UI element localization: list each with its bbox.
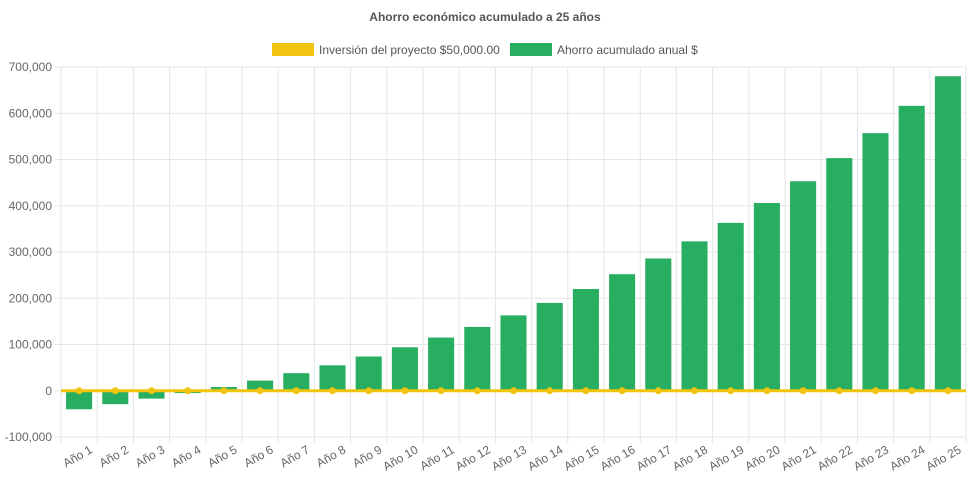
bar-25[interactable] bbox=[934, 76, 961, 391]
legend-label-investment: Inversión del proyecto $50,000.00 bbox=[319, 43, 500, 57]
y-tick-label: 500,000 bbox=[9, 153, 53, 167]
bar-9[interactable] bbox=[355, 356, 382, 391]
bar-3[interactable] bbox=[138, 390, 165, 399]
x-tick-label: Año 18 bbox=[670, 442, 710, 473]
x-tick-label: Año 17 bbox=[634, 442, 674, 473]
legend-swatch-savings bbox=[510, 43, 552, 56]
investment-point-3[interactable] bbox=[148, 387, 155, 395]
x-tick-label: Año 25 bbox=[924, 442, 964, 473]
investment-point-17[interactable] bbox=[654, 387, 662, 395]
bar-22[interactable] bbox=[826, 158, 853, 391]
bar-13[interactable] bbox=[500, 315, 527, 391]
investment-point-15[interactable] bbox=[582, 387, 590, 395]
x-tick-label: Año 19 bbox=[706, 442, 746, 473]
x-tick-label: Año 8 bbox=[314, 442, 348, 470]
x-tick-label: Año 12 bbox=[453, 442, 493, 473]
x-tick-label: Año 3 bbox=[133, 442, 167, 470]
investment-point-16[interactable] bbox=[618, 387, 626, 395]
x-tick-label: Año 6 bbox=[242, 442, 276, 470]
x-axis: Año 1 Año 2 Año 3 Año 4 Año 5 Año 6 Año 7 Año 8… bbox=[61, 442, 964, 473]
x-tick-label: Año 15 bbox=[562, 442, 602, 473]
investment-point-22[interactable] bbox=[835, 387, 843, 395]
x-tick-label: Año 4 bbox=[169, 442, 203, 470]
bar-20[interactable] bbox=[753, 202, 780, 391]
bar-19[interactable] bbox=[717, 222, 744, 391]
x-tick-label: Año 21 bbox=[779, 442, 819, 473]
legend-item-investment[interactable]: Inversión del proyecto $50,000.00 bbox=[272, 43, 500, 57]
investment-point-14[interactable] bbox=[546, 387, 554, 395]
y-tick-label: -100,000 bbox=[5, 430, 53, 444]
x-tick-label: Año 10 bbox=[381, 442, 421, 473]
bar-14[interactable] bbox=[536, 302, 563, 391]
bar-23[interactable] bbox=[862, 133, 889, 391]
x-tick-label: Año 11 bbox=[418, 442, 457, 473]
bar-21[interactable] bbox=[790, 181, 817, 391]
y-tick-label: 600,000 bbox=[9, 106, 53, 120]
investment-point-13[interactable] bbox=[510, 387, 517, 395]
bar-24[interactable] bbox=[898, 105, 925, 391]
y-tick-label: 300,000 bbox=[9, 245, 53, 259]
x-tick-label: Año 20 bbox=[743, 442, 783, 473]
y-tick-label: 400,000 bbox=[9, 199, 53, 213]
x-tick-label: Año 2 bbox=[97, 442, 131, 470]
investment-point-9[interactable] bbox=[365, 387, 373, 395]
y-tick-label: 0 bbox=[45, 384, 52, 398]
legend-item-savings[interactable]: Ahorro acumulado anual $ bbox=[510, 43, 698, 57]
x-tick-label: Año 24 bbox=[887, 442, 927, 473]
investment-point-23[interactable] bbox=[872, 387, 879, 395]
y-tick-label: 200,000 bbox=[9, 291, 53, 305]
bar-18[interactable] bbox=[681, 241, 708, 391]
x-tick-label: Año 1 bbox=[61, 442, 95, 470]
investment-point-21[interactable] bbox=[799, 387, 807, 395]
x-tick-label: Año 7 bbox=[278, 442, 312, 470]
x-tick-label: Año 5 bbox=[205, 442, 239, 470]
bar-12[interactable] bbox=[464, 326, 491, 391]
x-tick-label: Año 22 bbox=[815, 442, 855, 473]
x-tick-label: Año 9 bbox=[350, 442, 384, 470]
y-tick-label: 100,000 bbox=[9, 338, 53, 352]
chart-title: Ahorro económico acumulado a 25 años bbox=[369, 10, 601, 24]
bar-2[interactable] bbox=[102, 390, 129, 405]
x-tick-label: Año 13 bbox=[489, 442, 529, 473]
y-tick-label: 700,000 bbox=[9, 60, 53, 74]
bar-17[interactable] bbox=[645, 258, 672, 391]
bar-series bbox=[66, 76, 961, 410]
bar-16[interactable] bbox=[609, 274, 636, 391]
investment-point-20[interactable] bbox=[763, 387, 771, 395]
investment-point-25[interactable] bbox=[944, 387, 952, 395]
x-tick-label: Año 23 bbox=[851, 442, 891, 473]
investment-point-6[interactable] bbox=[256, 387, 264, 395]
bar-7[interactable] bbox=[283, 373, 310, 391]
bar-1[interactable] bbox=[66, 390, 93, 410]
x-tick-label: Año 16 bbox=[598, 442, 638, 473]
investment-point-2[interactable] bbox=[111, 387, 119, 395]
legend-label-savings: Ahorro acumulado anual $ bbox=[557, 43, 698, 57]
investment-point-1[interactable] bbox=[75, 387, 83, 395]
bar-10[interactable] bbox=[391, 347, 418, 391]
investment-point-24[interactable] bbox=[908, 387, 916, 395]
bar-6[interactable] bbox=[247, 380, 274, 391]
investment-point-8[interactable] bbox=[329, 387, 336, 395]
investment-point-12[interactable] bbox=[473, 387, 481, 395]
x-tick-label: Año 14 bbox=[525, 442, 565, 473]
line-series bbox=[61, 387, 966, 395]
bar-8[interactable] bbox=[319, 365, 346, 391]
investment-point-7[interactable] bbox=[292, 387, 300, 395]
y-axis: 700,000 600,000 500,000 400,000 300,000 200,0… bbox=[5, 60, 53, 444]
legend: Inversión del proyecto $50,000.00 Ahorro… bbox=[272, 43, 698, 57]
investment-point-19[interactable] bbox=[727, 387, 735, 395]
legend-swatch-investment bbox=[272, 43, 314, 56]
grid bbox=[55, 66, 967, 443]
bar-15[interactable] bbox=[572, 289, 599, 391]
bar-11[interactable] bbox=[428, 337, 455, 391]
investment-point-11[interactable] bbox=[437, 387, 445, 395]
investment-point-5[interactable] bbox=[220, 387, 228, 395]
investment-point-18[interactable] bbox=[691, 387, 698, 395]
investment-point-4[interactable] bbox=[184, 387, 192, 395]
investment-point-10[interactable] bbox=[401, 387, 409, 395]
